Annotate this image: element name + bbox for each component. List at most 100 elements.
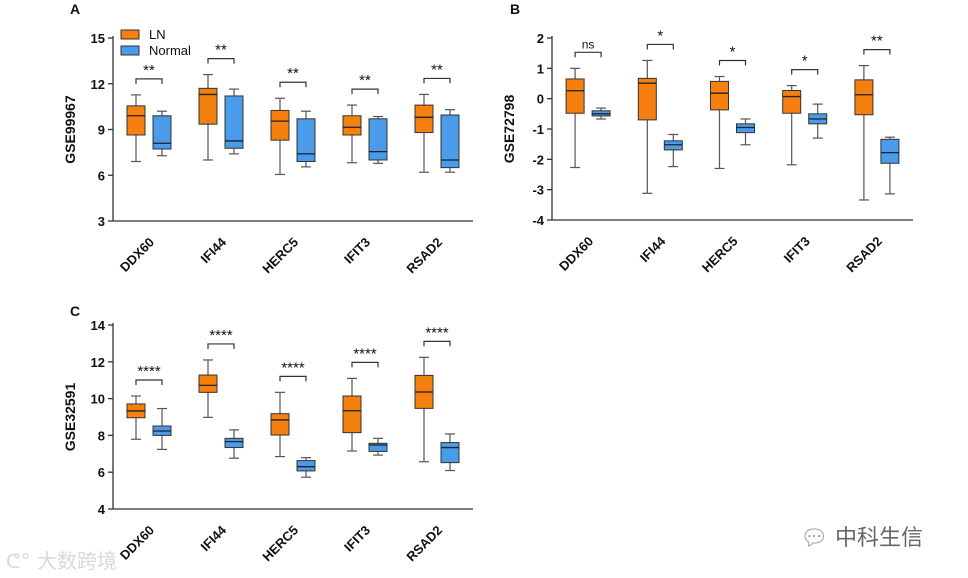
panel-b-sig-label: **	[871, 33, 883, 50]
panel-a-sig-label: **	[287, 65, 299, 82]
panel-b-sig-label: *	[657, 27, 663, 44]
panel-a-y-tick-label: 9	[98, 123, 105, 138]
panel-c-x-tick-label: HERC5	[259, 523, 301, 565]
panel-c-y-axis-title: GSE32591	[62, 383, 78, 452]
panel-b-y-tick-label: -1	[532, 122, 544, 137]
panel-b-sig-bracket	[791, 69, 819, 75]
legend-swatch-normal	[120, 45, 140, 56]
panel-c-y-tick-label: 8	[98, 428, 105, 443]
watermark-right-text: 中科生信	[834, 526, 923, 551]
panel-b-sig-label: *	[730, 44, 736, 61]
panel-c-normal-rsad2-box	[440, 442, 460, 464]
panel-a-normal-ifi44-box	[224, 95, 244, 149]
panel-a-normal-ifit3-box	[368, 118, 388, 161]
panel-c-sig-label: ****	[137, 363, 161, 380]
panel-a-x-tick-label: IFI44	[198, 234, 230, 266]
watermark-left-text: 大数跨境	[36, 549, 117, 573]
panel-a-sig-bracket	[279, 81, 307, 88]
panel-a-ln-ddx60-box	[126, 105, 146, 136]
panel-a-label: A	[70, 1, 80, 17]
watermark-left: ᕦ° 大数跨境	[6, 545, 117, 574]
panel-b-y-tick-label: -2	[532, 152, 544, 167]
panel-a-y-tick-label: 3	[98, 214, 105, 229]
panel-a-x-tick-label: HERC5	[259, 235, 301, 277]
panel-a-sig-label: **	[359, 72, 371, 89]
panel-a-sig-label: **	[143, 62, 155, 79]
panel-b-ln-ifit3-box	[782, 89, 802, 114]
panel-b-ln-herc5-box	[710, 80, 729, 111]
panel-c-sig-label: ****	[281, 359, 305, 376]
panel-a-y-tick-label: 12	[91, 77, 105, 92]
legend-label-normal: Normal	[149, 43, 191, 58]
panel-c-label: C	[70, 303, 80, 319]
panel-b-x-tick-label: DDX60	[556, 234, 596, 274]
panel-c-y-tick-label: 12	[91, 355, 105, 370]
watermark-right: 💬︎ 中科生信	[800, 520, 923, 552]
panel-a-x-tick-label: RSAD2	[403, 235, 445, 277]
panel-c-y-tick-label: 4	[98, 502, 106, 517]
panel-b-y-tick-label: 1	[537, 61, 544, 76]
panel-b-sig-bracket	[574, 51, 602, 58]
panel-a-ln-herc5-box	[270, 109, 290, 141]
panel-a-ln-ifi44-box	[198, 87, 218, 125]
weibo-icon: ᕦ°	[6, 549, 31, 573]
legend-swatch-ln	[120, 29, 140, 40]
panel-c-x-tick-label: IFIT3	[341, 523, 373, 555]
panel-a-ln-rsad2-box	[414, 104, 434, 134]
panel-b-ln-ddx60-box	[565, 78, 585, 114]
panel-c-sig-bracket	[423, 340, 451, 347]
panel-c-sig-bracket	[279, 375, 307, 382]
panel-b-sig-bracket	[718, 59, 747, 66]
panel-c-ln-herc5-box	[270, 413, 290, 436]
panel-a-sig-bracket	[135, 78, 163, 84]
panel-c-y-tick-label: 14	[91, 318, 106, 333]
panel-a-sig-bracket	[423, 77, 451, 84]
panel-c-sig-bracket	[207, 343, 235, 349]
panel-b-sig-bracket	[863, 49, 891, 55]
panel-a-normal-ddx60-box	[152, 115, 172, 150]
panel-c-sig-label: ****	[209, 327, 233, 344]
panel-a-normal-rsad2-box	[440, 114, 460, 169]
legend-label-ln: LN	[149, 27, 166, 42]
panel-c-y-tick-label: 6	[98, 465, 105, 480]
panel-a-sig-bracket	[207, 58, 235, 64]
panel-a-y-tick-label: 6	[98, 168, 105, 183]
panel-a-sig-bracket	[351, 88, 379, 95]
panel-b-y-axis-title: GSE72798	[501, 95, 517, 164]
panel-b-x-tick-label: HERC5	[699, 234, 741, 276]
panel-c-x-tick-label: DDX60	[117, 523, 157, 563]
panel-b-normal-rsad2-box	[880, 138, 900, 164]
panel-b-x-tick-label: IFIT3	[781, 234, 813, 266]
panel-c-normal-herc5-box	[296, 460, 316, 472]
panel-b-label: B	[510, 1, 520, 17]
panel-b-normal-herc5-box	[736, 123, 755, 134]
panel-a-y-tick-label: 15	[91, 31, 105, 46]
panel-b-x-tick-label: IFI44	[637, 233, 669, 265]
panel-c-ln-ifi44-box	[198, 374, 218, 393]
panel-c-sig-bracket	[351, 361, 379, 368]
panel-c-normal-ifi44-box	[224, 437, 244, 449]
panel-a-sig-label: **	[431, 61, 443, 78]
panel-c-x-tick-label: IFI44	[198, 522, 230, 554]
panel-b-ln-rsad2-box	[854, 79, 874, 116]
panel-c-y-tick-label: 10	[91, 392, 105, 407]
panel-a-ln-ifit3-box	[342, 115, 362, 136]
panel-a-x-tick-label: DDX60	[117, 235, 157, 275]
panel-c-x-tick-label: RSAD2	[403, 523, 445, 565]
panel-c-ln-ifit3-box	[342, 395, 362, 434]
panel-b-sig-bracket	[646, 43, 674, 50]
panel-c-sig-label: ****	[425, 324, 449, 341]
panel-b-sig-label: ns	[582, 37, 595, 51]
panel-b-sig-label: *	[802, 53, 808, 70]
panel-b-y-tick-label: 2	[537, 31, 544, 46]
panel-b-y-tick-label: -3	[532, 183, 544, 198]
panel-b-y-tick-label: 0	[537, 92, 544, 107]
panel-a-sig-label: **	[215, 42, 227, 59]
panel-b-x-tick-label: RSAD2	[843, 234, 885, 276]
panel-c-sig-label: ****	[353, 345, 377, 362]
panel-a-y-axis-title: GSE99967	[62, 95, 78, 164]
panel-a-normal-herc5-box	[296, 118, 316, 163]
wechat-icon: 💬︎	[800, 526, 828, 551]
panel-c-sig-bracket	[135, 379, 163, 386]
